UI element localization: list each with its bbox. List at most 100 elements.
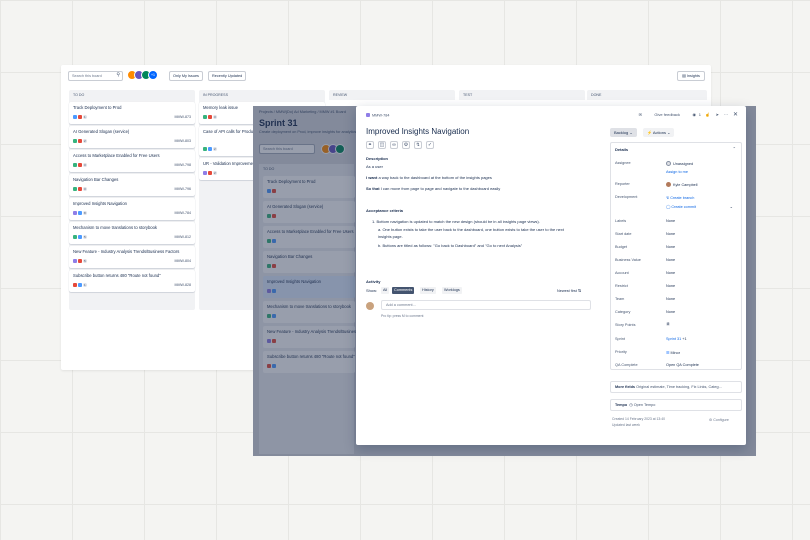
sprint-card[interactable]: New Feature - Industry Analysis Trends/B… (263, 326, 358, 348)
field-value-qa-complete[interactable]: Open QA Complete (666, 363, 699, 367)
configure-button[interactable]: ⚙ Configure (709, 418, 729, 422)
sprint-card[interactable]: Subscribe button returns 480 "Route not … (263, 351, 355, 373)
tempo-row[interactable]: Tempo ◷ Open Tempo (610, 399, 742, 411)
details-panel: Details ⌃ Assignee Unassigned Assign to … (610, 142, 742, 370)
i-want-label: I want (366, 175, 378, 180)
board-card[interactable]: Subscribe button returns 480 "Route not … (69, 270, 195, 292)
comment-placeholder: Add a comment... (386, 303, 416, 307)
field-value-account[interactable]: None (666, 271, 676, 275)
field-value-category[interactable]: None (666, 310, 676, 314)
sprint-link[interactable]: Sprint 31 (666, 337, 682, 341)
tab-all[interactable]: All (381, 287, 390, 294)
card-meta: 3 (73, 163, 87, 168)
share-icon[interactable]: ➤ (715, 112, 719, 117)
updated-timestamp: Updated last week (612, 423, 640, 427)
give-feedback-button[interactable]: Give feedback (654, 112, 680, 117)
attach-icon[interactable]: ⚭ (366, 141, 374, 149)
breadcrumb[interactable]: Projects / MMW(Do) Ad Marketing / MMW #1… (259, 110, 346, 114)
card-title: Track Deployment to Prod (267, 179, 316, 184)
field-value-sprint[interactable]: Sprint 31 +1 (666, 337, 687, 341)
field-label-story-points: Story Points (615, 323, 636, 327)
check-icon[interactable]: ✓ (426, 141, 434, 149)
column-header-test: TEST (459, 90, 585, 100)
thumbs-up-icon[interactable]: ☝ (705, 112, 710, 117)
filter-recently-updated[interactable]: Recently Updated (208, 71, 247, 81)
criteria-item: b. Buttons are titled as follows: "Go ba… (378, 243, 523, 248)
more-icon[interactable]: ⋯ (724, 112, 728, 117)
lightning-icon: ⚡ (647, 130, 652, 135)
sprint-search-input[interactable]: Search this board (259, 144, 315, 154)
field-value-team[interactable]: None (666, 297, 676, 301)
board-card[interactable]: Navigation Bar Changes 3 MMW-796 (69, 174, 195, 196)
field-label-start-date: Start date (615, 232, 632, 236)
chevron-down-icon: ⌄ (667, 130, 671, 135)
field-value-labels[interactable]: None (666, 219, 676, 223)
chart-icon: ▤ (682, 74, 686, 78)
sprint-card[interactable]: Mechanism to move translations to storyb… (263, 301, 355, 323)
card-meta: 5 (73, 235, 87, 240)
details-heading[interactable]: Details (615, 147, 629, 152)
tab-worklogs[interactable]: Worklogs (442, 287, 462, 294)
card-key: MMW-798 (174, 163, 191, 167)
field-value-business-value[interactable]: None (666, 258, 676, 262)
card-title: Access to Marketplace Enabled for Free U… (267, 229, 354, 234)
subtask-icon[interactable]: ⚙ (402, 141, 410, 149)
board-search-input[interactable]: Search this board ⚲ (68, 71, 123, 81)
status-dropdown[interactable]: Backlog ⌄ (610, 128, 637, 137)
column-header-review: REVIEW (329, 90, 455, 100)
column-header-done: DONE (587, 90, 707, 100)
eye-icon[interactable]: ◉ (692, 112, 697, 117)
create-branch-link[interactable]: ↯ Create branch (666, 195, 694, 200)
sprint-card[interactable]: Track Deployment to Prod (263, 176, 355, 198)
board-card[interactable]: Mechanism to move translations to storyb… (69, 222, 195, 244)
issue-detail-modal: MMW-784 ✉ Give feedback ◉ 1 ☝ ➤ ⋯ ✕ Impr… (356, 106, 746, 445)
field-value-story-points[interactable]: 8 (666, 322, 671, 326)
field-value-priority[interactable]: ☰ Minor (666, 350, 680, 355)
megaphone-icon: ✉ (638, 112, 642, 117)
tab-history[interactable]: History (420, 287, 436, 294)
field-label-category: Category (615, 310, 631, 314)
field-value-restrict[interactable]: None (666, 284, 676, 288)
board-card[interactable]: Track Deployment to Prod 1 MMW-873 (69, 102, 195, 124)
card-meta: 2 (203, 171, 217, 176)
child-issue-icon[interactable]: ◫ (378, 141, 386, 149)
branch-icon[interactable]: ↯ (414, 141, 422, 149)
issue-title[interactable]: Improved Insights Navigation (366, 127, 470, 136)
sprint-card[interactable]: AI Generated Slogan (service) (263, 201, 355, 223)
board-card[interactable]: Access to Marketplace Enabled for Free U… (69, 150, 195, 172)
field-label-budget: Budget (615, 245, 628, 249)
avatar[interactable] (335, 144, 345, 154)
issue-key[interactable]: MMW-784 (366, 113, 389, 118)
insights-button[interactable]: ▤ Insights (677, 71, 705, 81)
sprint-card-selected[interactable]: Improved Insights Navigation (263, 276, 355, 298)
close-icon[interactable]: ✕ (732, 112, 738, 118)
chevron-down-icon: ⌄ (629, 130, 633, 135)
description-so-that: So that I can move from page to page and… (366, 186, 500, 191)
chevron-down-icon[interactable]: ⌄ (729, 204, 733, 209)
more-fields-row[interactable]: More fields Original estimate, Time trac… (610, 381, 742, 393)
so-that-text: I can move from page to page and navigat… (379, 186, 501, 191)
assign-to-me-link[interactable]: Assign to me (666, 170, 688, 174)
card-title: New Feature - Industry Analysis Trends/B… (73, 249, 180, 254)
sprint-card[interactable]: Navigation Bar Changes (263, 251, 355, 273)
chevron-up-icon[interactable]: ⌃ (732, 146, 736, 151)
avatar-more[interactable]: +1 (148, 70, 158, 80)
card-meta: 1 (73, 283, 87, 288)
board-card[interactable]: New Feature - Industry Analysis Trends/B… (69, 246, 195, 268)
create-commit-link[interactable]: ◯ Create commit (666, 204, 696, 209)
comment-input[interactable]: Add a comment... (381, 300, 591, 310)
field-value-assignee[interactable]: Unassigned (666, 161, 693, 166)
board-card[interactable]: Improved Insights Navigation 8 MMW-784 (69, 198, 195, 220)
field-value-start-date[interactable]: None (666, 232, 676, 236)
reporter-text: Kyle Campbell (673, 183, 698, 187)
field-value-reporter[interactable]: Kyle Campbell (666, 182, 697, 187)
field-value-budget[interactable]: None (666, 245, 676, 249)
user-icon (666, 161, 671, 166)
sprint-card[interactable]: Access to Marketplace Enabled for Free U… (263, 226, 355, 248)
filter-only-my-issues[interactable]: Only My Issues (169, 71, 203, 81)
tab-comments[interactable]: Comments (392, 287, 415, 294)
board-card[interactable]: AI Generated Slogan (service) 2 MMW-803 (69, 126, 195, 148)
link-icon[interactable]: ∞ (390, 141, 398, 149)
sort-toggle[interactable]: Newest first ⇅ (557, 288, 581, 293)
actions-dropdown[interactable]: ⚡ Actions ⌄ (643, 128, 675, 137)
